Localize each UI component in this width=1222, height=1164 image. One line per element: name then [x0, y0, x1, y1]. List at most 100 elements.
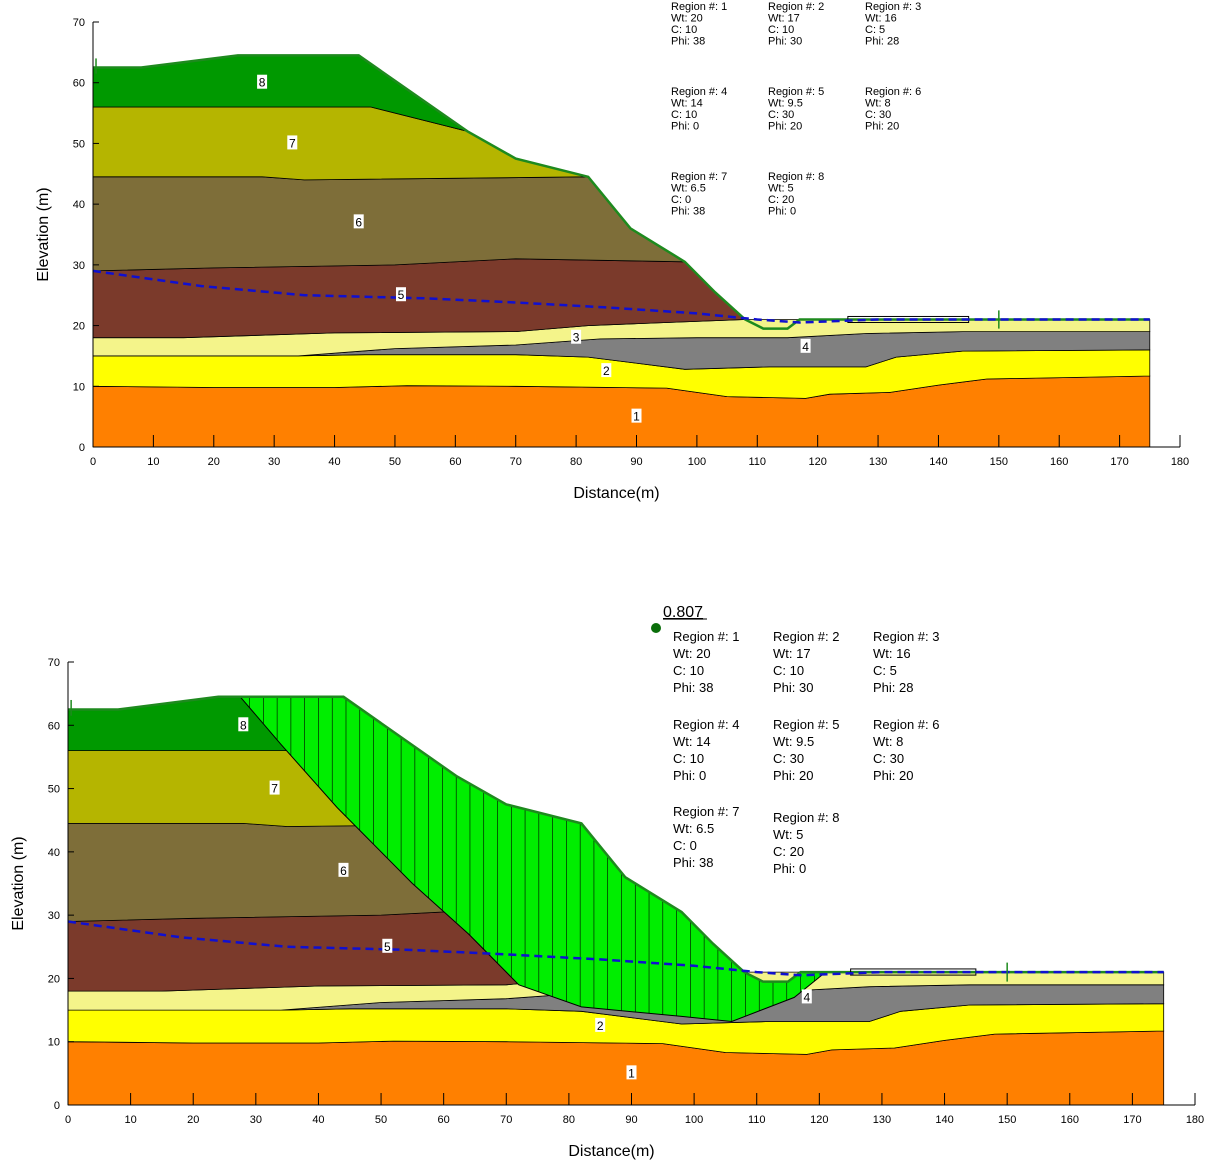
x-tick-label: 130	[873, 1114, 891, 1126]
material-text: Wt: 9.5	[773, 734, 814, 749]
region-label: 2	[597, 1019, 604, 1033]
material-text: Wt: 8	[873, 734, 903, 749]
x-tick-label: 30	[268, 456, 280, 468]
material-text: Wt: 20	[673, 646, 711, 661]
region-label: 4	[802, 340, 809, 354]
region-label: 8	[240, 718, 247, 732]
y-tick-label: 40	[48, 847, 60, 859]
material-text: C: 10	[773, 663, 804, 678]
y-tick-label: 60	[73, 78, 85, 90]
region-label: 5	[384, 940, 391, 954]
region-label: 6	[340, 864, 347, 878]
material-text: Wt: 16	[873, 646, 911, 661]
x-tick-label: 40	[312, 1114, 324, 1126]
material-text: Wt: 17	[768, 13, 800, 25]
material-text: C: 30	[773, 751, 804, 766]
material-text: Region #: 6	[865, 86, 921, 98]
material-text: Wt: 9.5	[768, 98, 803, 110]
region-label-bg	[238, 717, 249, 732]
factor-of-safety: 0.807	[663, 604, 703, 621]
region-label: 2	[603, 364, 610, 378]
x-tick-label: 100	[688, 456, 706, 468]
x-tick-label: 160	[1050, 456, 1068, 468]
region-label: 6	[355, 215, 362, 229]
material-text: C: 0	[671, 194, 691, 206]
soil-regions	[92, 55, 1151, 448]
material-text: Wt: 5	[768, 183, 794, 195]
region-label-bg	[353, 214, 364, 229]
material-text: Region #: 6	[873, 717, 940, 732]
material-text: Phi: 0	[773, 861, 806, 876]
x-tick-label: 180	[1186, 1114, 1204, 1126]
region-label-bg	[382, 938, 393, 953]
x-tick-label: 50	[375, 1114, 387, 1126]
y-tick-label: 40	[73, 199, 85, 211]
x-tick-label: 140	[935, 1114, 953, 1126]
x-tick-label: 20	[187, 1114, 199, 1126]
y-tick-label: 20	[48, 973, 60, 985]
material-text: Region #: 4	[673, 717, 740, 732]
region-label-bg	[601, 363, 612, 378]
region-label-bg	[338, 862, 349, 877]
x-tick-label: 80	[563, 1114, 575, 1126]
material-text: C: 5	[873, 663, 897, 678]
material-entry-8: Region #: 8 Wt: 5 C: 20 Phi: 0	[773, 810, 840, 876]
material-text: Wt: 6.5	[673, 821, 714, 836]
axes: 0 10 20 30 40 50 60 70 80 90 100 110 120 130 140 150 160…	[10, 657, 1204, 1160]
region-label: 4	[803, 990, 810, 1004]
x-tick-label: 30	[250, 1114, 262, 1126]
material-text: Phi: 0	[673, 768, 706, 783]
x-tick-label: 90	[625, 1114, 637, 1126]
material-text: Region #: 3	[865, 1, 921, 13]
y-tick-label: 0	[54, 1100, 60, 1112]
x-tick-label: 110	[748, 1114, 766, 1126]
x-tick-label: 140	[929, 456, 947, 468]
material-text: Phi: 30	[768, 36, 802, 48]
material-text: C: 10	[673, 663, 704, 678]
x-tick-label: 40	[328, 456, 340, 468]
material-text: Region #: 5	[773, 717, 840, 732]
region-label-bg	[800, 338, 811, 353]
axes: 0 10 20 30 40 50 60 70 80 90 100 110 120 130 140 150 160…	[35, 17, 1189, 502]
material-text: Region #: 5	[768, 86, 824, 98]
x-tick-label: 80	[570, 456, 582, 468]
material-text: Wt: 5	[773, 827, 803, 842]
x-tick-label: 120	[808, 456, 826, 468]
y-tick-label: 50	[48, 784, 60, 796]
material-text: Wt: 14	[671, 98, 703, 110]
x-tick-label: 60	[438, 1114, 450, 1126]
material-text: C: 30	[768, 109, 794, 121]
region-label: 1	[628, 1066, 635, 1080]
material-text: Region #: 8	[768, 171, 824, 183]
material-text: C: 10	[671, 109, 697, 121]
material-text: Phi: 20	[865, 121, 899, 133]
ground-surface-line	[93, 54, 1150, 330]
x-axis-label: Distance(m)	[573, 485, 659, 502]
x-tick-label: 10	[124, 1114, 136, 1126]
material-text: Phi: 38	[673, 680, 713, 695]
material-text: Wt: 16	[865, 13, 897, 25]
water-table-line	[67, 920, 1164, 977]
x-tick-label: 160	[1061, 1114, 1079, 1126]
material-text: Phi: 20	[768, 121, 802, 133]
region-label-bg	[801, 989, 812, 1004]
x-tick-label: 120	[810, 1114, 828, 1126]
slip-mass	[239, 696, 828, 1023]
region-label-bg	[571, 329, 582, 344]
x-tick-label: 170	[1110, 456, 1128, 468]
region-label-bg	[626, 1065, 637, 1080]
x-tick-label: 60	[449, 456, 461, 468]
material-text: C: 20	[773, 844, 804, 859]
